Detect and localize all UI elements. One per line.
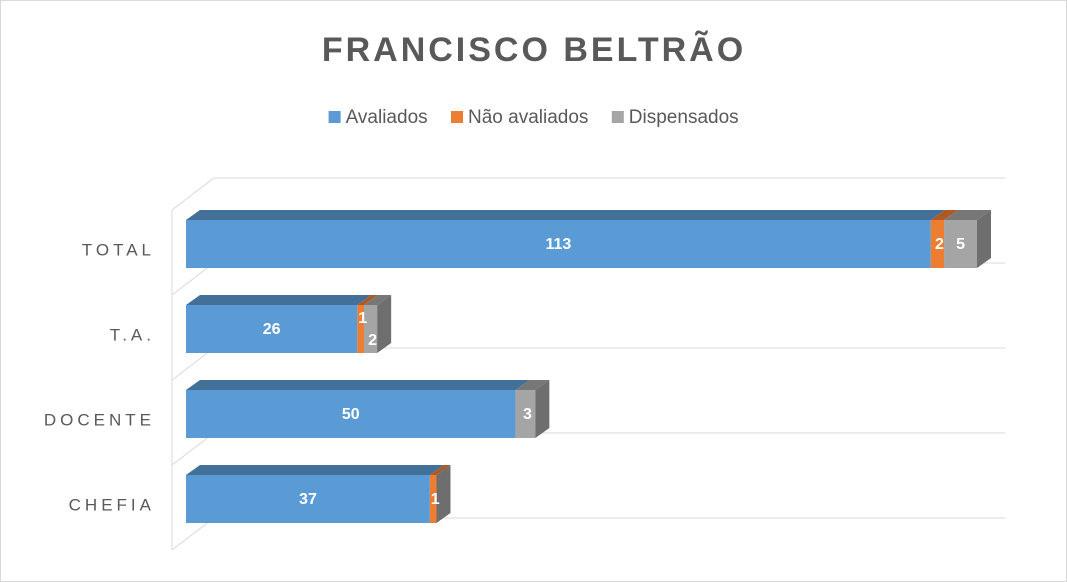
data-label: 50 [342,406,360,423]
bar [186,305,358,353]
bar-side [977,210,991,268]
y-tick-label: DOCENTE [44,410,155,429]
bar-side [377,295,392,353]
bar [186,220,931,268]
legend: Avaliados Não avaliados Dispensados [328,107,739,128]
wall-line [171,262,215,296]
bar-side [535,380,550,438]
bar-top [357,295,378,305]
bar-top [429,465,451,475]
data-label: 1 [431,491,440,508]
bar [363,305,378,353]
legend-label: Dispensados [629,107,739,128]
y-tick-label: CHEFIA [69,495,155,514]
data-label: 2 [368,332,377,349]
legend-label: Não avaliados [468,107,588,128]
legend-swatch [611,111,624,123]
wall-line [171,177,215,211]
bar [357,305,364,353]
chart-title: FRANCISCO BELTRÃO [322,31,746,69]
wall-line [171,517,215,551]
bar-top [944,210,991,220]
bar-top [186,295,372,305]
data-label: 113 [546,236,572,253]
bar [429,475,437,523]
wall-line [171,347,215,381]
data-label: 2 [935,236,944,253]
y-tick-label: T.A. [110,325,155,344]
bar-top [363,295,392,305]
bar [930,220,945,268]
data-label: 37 [299,491,317,508]
legend-label: Avaliados [346,107,428,128]
bar-top [186,465,444,475]
data-label: 3 [523,406,532,423]
bar-top [930,210,959,220]
bar-top [186,210,945,220]
y-tick-label: TOTAL [82,240,155,259]
wall-line [171,432,215,466]
data-label: 5 [956,236,965,253]
legend-swatch [328,111,341,123]
bar [186,390,516,438]
bar-top [515,380,550,390]
bar [186,475,430,523]
bar-top [186,380,530,390]
bar [944,220,977,268]
bar-side [436,465,451,523]
bar [515,390,536,438]
legend-swatch [451,111,463,123]
data-label: 1 [358,310,367,327]
data-label: 26 [263,321,281,338]
